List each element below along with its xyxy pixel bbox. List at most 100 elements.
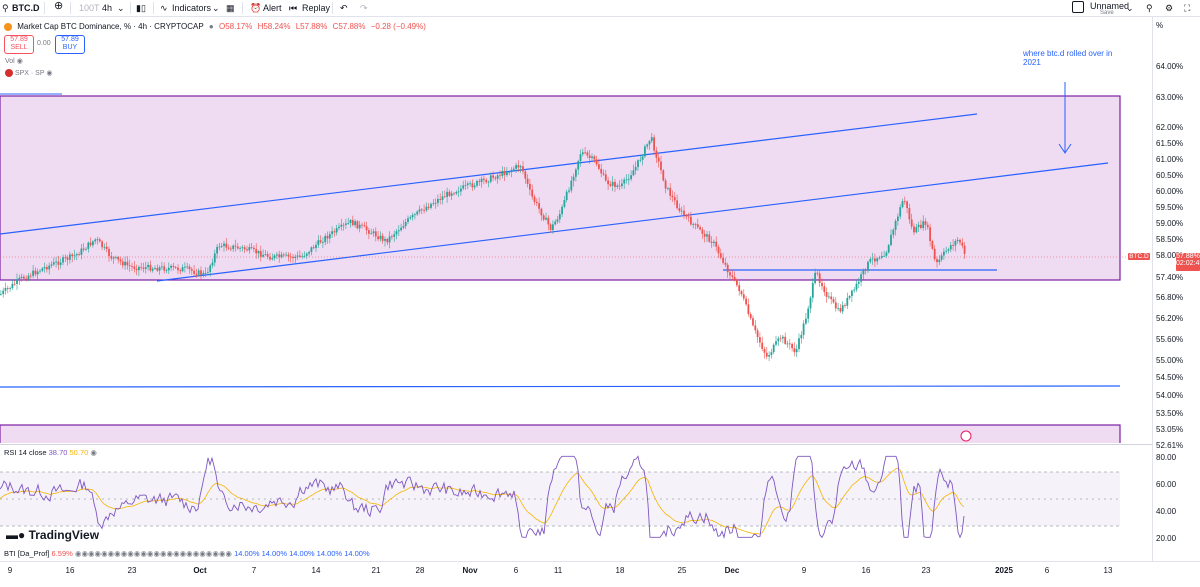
candle-body	[641, 156, 644, 160]
price-axis[interactable]: % 64.00% 63.00% 62.00% 61.50% 61.00% 60.50% 60…	[1152, 17, 1200, 561]
candle-body	[851, 290, 853, 297]
candle-body	[85, 248, 87, 250]
candle-body	[625, 179, 628, 181]
candle-body	[342, 224, 345, 226]
candle-body	[857, 281, 860, 284]
templates-icon[interactable]: ▦	[226, 3, 235, 13]
candle-body	[393, 234, 396, 237]
candle-body	[213, 253, 216, 263]
event-marker-icon	[960, 430, 972, 442]
layout-checkbox[interactable]	[1072, 1, 1084, 13]
candle-body	[310, 247, 313, 252]
candle-body	[98, 239, 101, 242]
eye-icon[interactable]: ◉	[46, 70, 53, 77]
candle-body	[324, 235, 327, 243]
candle-body	[117, 256, 120, 260]
candle-body	[165, 270, 168, 272]
quick-search-icon[interactable]: ⚲	[1146, 3, 1153, 13]
candle-body	[510, 169, 513, 172]
last-price-box: 57.88% 02:02:45	[1176, 253, 1200, 271]
series-title[interactable]: Market Cap BTC Dominance, % · 4h · CRYPT…	[17, 22, 204, 31]
candle-body	[805, 318, 807, 324]
symbol-search[interactable]: BTC.D	[12, 3, 40, 13]
time-axis-tick: 18	[615, 566, 625, 575]
tradingview-wordmark: TradingView	[28, 528, 100, 542]
rsi-params: 14 close	[18, 448, 47, 457]
candle-body	[763, 348, 766, 353]
candle-body	[945, 250, 948, 252]
candle-body	[105, 246, 108, 250]
layout-name[interactable]: Unnamed	[1090, 1, 1130, 11]
rsi-axis-tick: 80.00	[1156, 453, 1177, 462]
candle-body	[699, 227, 701, 230]
redo-icon[interactable]: ↷	[360, 3, 368, 13]
chevron-down-icon[interactable]: ⌄	[1126, 3, 1134, 13]
chevron-down-icon[interactable]: ⌄	[117, 3, 125, 13]
volume-label: Vol	[5, 58, 15, 65]
replay-button[interactable]: Replay	[302, 3, 331, 13]
candle-body	[305, 253, 308, 256]
candle-body	[32, 270, 34, 276]
fullscreen-icon[interactable]: ⛶	[1184, 3, 1191, 13]
candle-body	[648, 140, 651, 145]
layout-save[interactable]: Save	[1100, 10, 1114, 16]
candle-body	[338, 226, 340, 229]
alert-icon[interactable]: ⏰	[250, 3, 262, 13]
bti-level: 14.00%	[344, 549, 370, 558]
volume-legend[interactable]: Vol ◉	[5, 57, 23, 65]
indicators-button[interactable]: Indicators	[172, 3, 212, 13]
time-axis[interactable]: 9 16 23 Oct 7 14 21 28 Nov 6 11 18 25 Dec 9 16 23 2025 6 13	[0, 561, 1200, 587]
interval-button[interactable]: 4h	[102, 3, 113, 13]
rsi-legend[interactable]: RSI 14 close 38.70 50.70 ◉	[4, 448, 97, 457]
candle-body	[673, 197, 676, 201]
sell-button[interactable]: 57.89 SELL	[4, 35, 34, 54]
settings-dots-icon[interactable]: ◉◉◉◉◉◉◉◉◉◉◉◉◉◉◉◉◉◉◉◉◉◉◉◉	[74, 549, 232, 558]
eye-icon[interactable]: ◉	[90, 448, 97, 457]
candle-body	[262, 254, 264, 257]
add-symbol-icon[interactable]: ⊕	[54, 0, 64, 12]
candle-body	[710, 241, 713, 243]
replay-icon[interactable]: ⏮	[289, 3, 298, 13]
candle-body	[443, 196, 446, 198]
spx-legend[interactable]: SPX · SP ◉	[5, 69, 53, 78]
alert-button[interactable]: Alert	[263, 3, 282, 13]
candle-body	[144, 267, 147, 269]
candle-body	[828, 296, 830, 298]
candle-body	[11, 283, 14, 289]
channel-upper-line	[0, 113, 978, 235]
candle-body	[78, 254, 80, 255]
candle-body	[158, 267, 161, 271]
settings-icon[interactable]: ⚙	[1165, 3, 1174, 13]
candles-icon[interactable]: ▮▯	[136, 3, 146, 13]
candle-body	[363, 225, 366, 227]
candle-body	[200, 270, 202, 275]
chevron-down-icon[interactable]: ⌄	[212, 3, 220, 13]
time-axis-tick: 28	[415, 566, 425, 575]
buy-button[interactable]: 57.89 BUY	[55, 35, 85, 54]
candle-body	[101, 241, 103, 248]
text-annotation[interactable]: where btc.d rolled over in 2021	[1023, 49, 1123, 67]
main-chart-pane[interactable]	[0, 17, 1152, 443]
candle-body	[878, 257, 881, 259]
candle-body	[669, 187, 672, 196]
candle-body	[524, 171, 527, 179]
candle-body	[602, 173, 605, 175]
undo-icon[interactable]: ↶	[340, 3, 348, 13]
candle-body	[726, 264, 729, 273]
eye-icon[interactable]: ◉	[16, 58, 23, 65]
indicators-icon[interactable]: ∿	[160, 3, 168, 13]
rsi-pane[interactable]	[0, 444, 1152, 562]
price-axis-tick: 54.50%	[1156, 373, 1184, 382]
candle-body	[407, 218, 409, 223]
search-icon[interactable]: ⚲	[2, 3, 9, 13]
annotation-line-1: where btc.d rolled over in	[1023, 49, 1113, 58]
candle-body	[9, 288, 11, 289]
interval-muted[interactable]: 100T	[79, 3, 100, 13]
price-axis-tick: 61.50%	[1156, 139, 1184, 148]
candle-body	[133, 266, 136, 269]
candle-body	[883, 255, 885, 257]
support-zone-rect	[0, 424, 1121, 443]
bti-legend[interactable]: BTI [Da_Prof] 6.59% ◉◉◉◉◉◉◉◉◉◉◉◉◉◉◉◉◉◉◉◉…	[4, 549, 370, 558]
candle-body	[6, 288, 9, 289]
candle-body	[253, 247, 255, 250]
